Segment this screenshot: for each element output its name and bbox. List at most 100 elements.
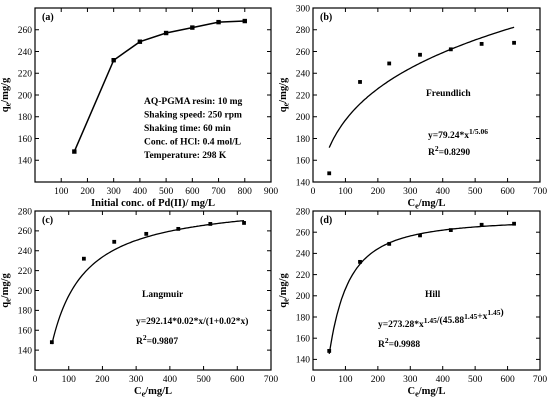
panel-a: 100 200 300 400 500 600 700 800 900 140 160 180 200 2… (0, 7, 279, 209)
x-tick-label: 400 (436, 375, 451, 385)
fit-curve (328, 223, 515, 355)
condition-annotation: Shaking time: 60 min (144, 124, 232, 134)
y-tick-label: 280 (18, 207, 33, 217)
x-tick-label: 200 (95, 375, 110, 385)
x-tick-label: 600 (185, 187, 200, 197)
x-tick-label: 600 (500, 375, 515, 385)
y-tick-label: 240 (296, 250, 311, 260)
data-point (49, 340, 54, 345)
x-tick-label: 400 (133, 187, 148, 197)
x-axis-label: Ce/mg/L (134, 386, 172, 399)
data-point (216, 19, 221, 25)
x-axis-label: Ce/mg/L (408, 386, 446, 399)
data-point (387, 61, 392, 66)
x-tick-label: 500 (468, 187, 483, 197)
y-axis-label: qe/mg/g (0, 273, 13, 308)
data-point (479, 41, 484, 46)
x-tick-label: 500 (468, 375, 483, 385)
y-axis-label: qe/mg/g (0, 77, 13, 112)
panel-label: (d) (320, 215, 332, 226)
panel-b: 0 100 200 300 400 500 600 700 140 160 180 200 220 240… (278, 4, 547, 210)
data-point (418, 233, 422, 238)
y-tick-label: 240 (296, 70, 311, 80)
y-tick-label: 140 (296, 356, 311, 366)
data-point (137, 39, 143, 44)
y-tick-label: 180 (296, 135, 311, 145)
y-tick-label: 260 (18, 227, 33, 237)
y-tick-label: 260 (296, 48, 311, 58)
y-tick-label: 300 (296, 4, 311, 14)
x-tick-label: 300 (107, 187, 122, 197)
data-point (387, 241, 392, 246)
x-axis-label: Ce/mg/L (408, 198, 446, 211)
x-tick-label: 700 (533, 375, 548, 385)
r-squared: R2=0.8290 (428, 144, 470, 158)
y-tick-label: 160 (296, 157, 311, 167)
x-tick-label: 300 (129, 375, 144, 385)
data-point (242, 221, 246, 225)
x-tick-label: 900 (264, 187, 279, 197)
x-tick-label: 200 (371, 187, 386, 197)
y-tick-label: 160 (18, 135, 33, 145)
r-squared: R2=0.9807 (136, 333, 178, 347)
y-axis-label: qe/mg/g (278, 273, 291, 308)
x-tick-label: 0 (311, 187, 316, 197)
x-tick-label: 700 (533, 187, 548, 197)
y-tick-label: 280 (296, 207, 311, 217)
condition-annotation: Shaking speed: 250 rpm (144, 111, 242, 121)
x-tick-label: 700 (211, 187, 226, 197)
y-tick-label: 160 (18, 327, 33, 337)
data-point (144, 231, 149, 236)
y-tick-label: 200 (18, 91, 33, 101)
x-tick-label: 400 (163, 375, 178, 385)
y-tick-label: 160 (296, 335, 311, 345)
data-point (479, 222, 484, 227)
y-tick-label: 180 (18, 113, 33, 123)
data-point (327, 349, 332, 353)
x-tick-label: 500 (159, 187, 174, 197)
data-point (512, 40, 516, 45)
x-tick-label: 600 (230, 375, 245, 385)
x-tick-label: 100 (54, 187, 69, 197)
data-point (327, 171, 332, 176)
r-squared: R2=0.9988 (378, 336, 420, 350)
panel-d: 0 100 200 300 400 500 600 700 140 160 180 200 220 240… (278, 207, 547, 398)
y-tick-label: 280 (296, 26, 311, 36)
x-tick-label: 200 (371, 375, 386, 385)
x-tick-label: 100 (338, 375, 353, 385)
y-tick-label: 220 (18, 267, 33, 277)
x-tick-label: 100 (62, 375, 77, 385)
model-name: Hill (425, 290, 441, 300)
y-tick-label: 220 (18, 70, 33, 80)
y-tick-label: 180 (18, 307, 33, 317)
data-point (208, 222, 213, 226)
data-point (512, 221, 516, 226)
data-point (448, 228, 453, 232)
condition-annotation: Conc. of HCl: 0.4 mol/L (144, 138, 241, 148)
fit-curve (328, 26, 515, 148)
y-tick-label: 140 (18, 157, 33, 167)
data-point (163, 30, 169, 36)
model-name: Freundlich (426, 89, 471, 99)
y-tick-label: 140 (296, 178, 311, 188)
data-point (358, 259, 362, 264)
x-tick-label: 100 (338, 187, 353, 197)
condition-annotation: Temperature: 298 K (144, 151, 227, 161)
data-point (111, 58, 116, 63)
data-point (358, 80, 362, 84)
fit-equation: y=292.14*0.02*x/(1+0.02*x) (136, 316, 248, 327)
data-point (81, 256, 86, 261)
panel-label: (c) (42, 215, 53, 226)
y-tick-label: 200 (296, 113, 311, 123)
y-tick-label: 140 (18, 346, 33, 356)
x-tick-label: 300 (403, 375, 418, 385)
y-tick-label: 260 (296, 229, 311, 239)
data-point (72, 149, 77, 154)
data-point (176, 226, 181, 231)
y-axis-label: qe/mg/g (278, 77, 291, 112)
x-tick-label: 400 (436, 187, 451, 197)
x-tick-label: 600 (500, 187, 515, 197)
data-point (112, 239, 117, 244)
data-point (418, 52, 422, 57)
